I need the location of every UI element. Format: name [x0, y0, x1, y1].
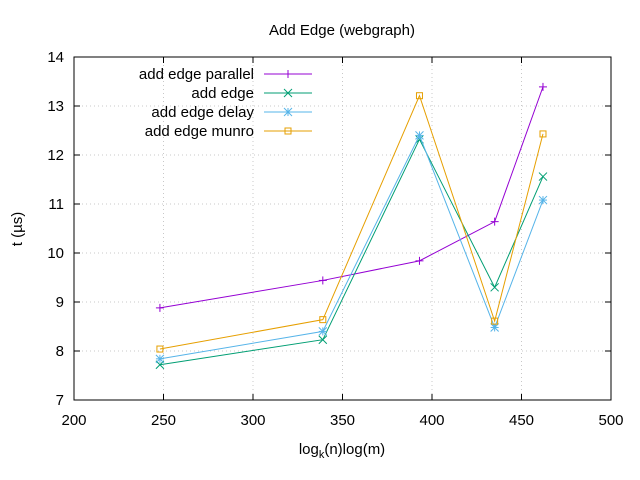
data-point-x: [490, 282, 500, 292]
legend-label: add edge parallel: [139, 66, 254, 83]
data-point-plus: [318, 276, 327, 285]
x-tick-label: 400: [419, 412, 444, 429]
data-point-square: [539, 130, 547, 138]
x-tick-label: 200: [61, 412, 86, 429]
y-axis-label: t (µs): [9, 212, 26, 246]
marker-stroke: [155, 354, 165, 364]
x-axis-label-subscript: k: [319, 449, 325, 461]
chart-title: Add Edge (webgraph): [269, 22, 415, 39]
data-point-square: [156, 345, 164, 353]
marker-stroke: [318, 335, 328, 345]
grid-lines: [74, 57, 611, 400]
y-tick-label: 13: [47, 98, 64, 115]
data-point-x: [538, 172, 548, 181]
marker-stroke: [538, 195, 548, 205]
data-point-square: [491, 317, 499, 325]
series-3: [155, 131, 548, 364]
series-group: [155, 82, 548, 370]
x-axis-label-rest: (n)log(m): [324, 441, 385, 458]
data-point-square: [319, 316, 327, 324]
axis-ticks: 200 250 300 350 400 450 500 7 8 9 10 11 12 13 14: [47, 49, 623, 429]
y-tick-label: 7: [56, 392, 64, 409]
x-tick-label: 350: [330, 412, 355, 429]
marker-stroke: [415, 131, 424, 140]
data-point-plus: [538, 82, 547, 91]
y-tick-label: 11: [48, 196, 64, 213]
marker-stroke: [318, 327, 328, 336]
data-point-star: [283, 107, 293, 117]
legend-label: add edge: [191, 85, 254, 102]
data-point-x: [318, 335, 328, 345]
series-line: [159, 134, 544, 360]
data-point-plus: [284, 70, 292, 78]
data-point-star: [490, 323, 500, 332]
data-point-star: [415, 131, 424, 140]
legend-entry: add edge: [191, 85, 312, 102]
series-line: [159, 138, 544, 366]
marker-stroke: [283, 88, 293, 98]
x-tick-label: 250: [151, 412, 176, 429]
series-1: [155, 82, 547, 312]
x-tick-label: 500: [598, 412, 623, 429]
data-point-plus: [490, 217, 499, 226]
series-line: [159, 94, 544, 350]
y-tick-label: 14: [47, 49, 64, 66]
series-2: [155, 134, 548, 370]
series-4: [156, 92, 547, 353]
y-tick-label: 10: [47, 245, 64, 262]
marker-stroke: [538, 172, 548, 181]
data-point-plus: [415, 256, 424, 265]
y-tick-label: 9: [56, 294, 64, 311]
x-tick-label: 450: [509, 412, 534, 429]
marker-stroke: [490, 282, 500, 292]
legend-label: add edge munro: [145, 123, 254, 140]
marker-stroke: [490, 323, 500, 332]
legend-entry: add edge delay: [151, 104, 312, 121]
x-tick-label: 300: [240, 412, 265, 429]
data-point-star: [155, 354, 165, 364]
legend: add edge parallel add edge add edge delay a…: [139, 66, 312, 140]
data-point-plus: [155, 303, 164, 312]
legend-entry: add edge parallel: [139, 66, 312, 83]
data-point-star: [318, 327, 328, 336]
y-tick-label: 12: [47, 147, 64, 164]
data-point-x: [283, 88, 293, 98]
data-point-square: [284, 127, 292, 135]
y-tick-label: 8: [56, 343, 64, 360]
data-point-square: [415, 92, 423, 100]
x-axis-label-main: log: [299, 441, 319, 458]
x-axis-label: logk(n)log(m): [299, 441, 385, 461]
legend-label: add edge delay: [151, 104, 254, 121]
marker-stroke: [283, 107, 293, 117]
data-point-star: [538, 195, 548, 205]
legend-entry: add edge munro: [145, 123, 312, 140]
